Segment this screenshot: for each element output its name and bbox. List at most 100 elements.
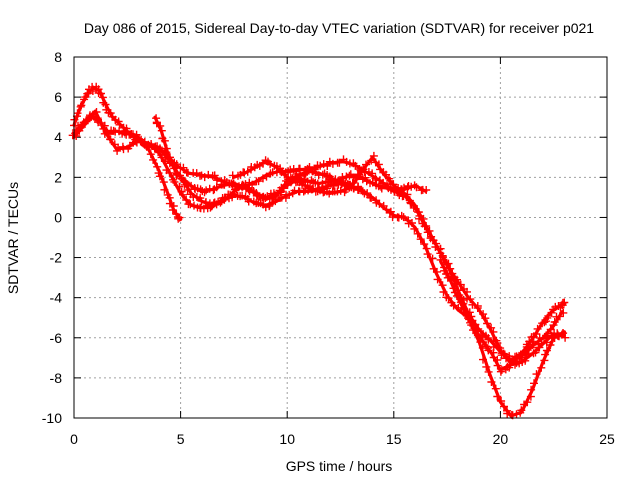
y-tick-label: 4 [54, 129, 62, 145]
chart-title: Day 086 of 2015, Sidereal Day-to-day VTE… [84, 20, 594, 36]
data-point [348, 179, 357, 188]
data-point [420, 222, 429, 231]
x-axis-label: GPS time / hours [286, 458, 393, 474]
data-point [468, 300, 477, 309]
data-point [168, 206, 177, 214]
data-point [248, 180, 257, 189]
data-point [368, 169, 377, 178]
y-tick-label: 0 [54, 209, 62, 225]
data-point [410, 181, 419, 190]
data-point [367, 193, 376, 202]
data-point [161, 149, 170, 158]
data-point [422, 244, 431, 253]
data-point [399, 213, 408, 222]
data-point [362, 160, 370, 169]
data-point [222, 178, 231, 187]
data-point [93, 114, 102, 123]
data-point [473, 330, 482, 339]
data-point [555, 312, 564, 321]
data-point [479, 310, 488, 319]
data-point [526, 392, 535, 401]
series-track-4 [71, 108, 568, 420]
data-point [473, 304, 482, 312]
data-point [419, 214, 428, 223]
data-point [422, 186, 431, 194]
data-point [487, 378, 496, 386]
data-point [265, 200, 274, 209]
data-point [530, 379, 538, 388]
data-point [172, 160, 181, 169]
data-point [436, 255, 445, 264]
data-point [379, 178, 388, 187]
data-point [499, 349, 508, 358]
data-point [254, 177, 263, 186]
data-point [444, 294, 453, 303]
data-point [100, 121, 109, 130]
data-point [155, 172, 164, 181]
data-point [533, 324, 542, 333]
data-point [464, 314, 472, 323]
series-track-2 [68, 111, 367, 210]
data-point [433, 275, 442, 284]
data-point [179, 190, 187, 199]
data-point [153, 162, 162, 171]
data-point [170, 177, 179, 186]
data-point [447, 276, 456, 285]
data-point [359, 165, 368, 174]
x-tick-label: 15 [386, 431, 402, 447]
data-point [259, 174, 267, 183]
data-point [521, 356, 530, 365]
data-point [459, 304, 468, 313]
data-point [202, 186, 211, 195]
data-point [561, 333, 570, 342]
data-point [517, 406, 526, 415]
data-point [493, 392, 502, 401]
data-point [529, 340, 538, 349]
data-point [279, 184, 288, 193]
data-point [352, 174, 361, 183]
x-tick-label: 5 [177, 431, 185, 447]
data-point [114, 143, 123, 152]
data-point [77, 101, 86, 110]
data-point [412, 183, 421, 192]
data-point [423, 250, 432, 259]
data-point [479, 355, 487, 364]
data-point [335, 158, 344, 167]
data-point [323, 162, 332, 170]
data-point [442, 270, 451, 278]
data-point [537, 339, 546, 348]
data-point [182, 196, 191, 204]
data-point [154, 148, 163, 156]
data-point [308, 185, 317, 193]
plot-frame [73, 56, 608, 419]
data-point [106, 135, 115, 144]
y-tick-label: -10 [42, 410, 62, 426]
data-point [496, 367, 505, 376]
data-point [541, 350, 550, 359]
data-point [175, 182, 184, 191]
data-point [456, 280, 465, 289]
data-point [286, 165, 295, 174]
data-point [186, 200, 195, 209]
data-point [542, 346, 551, 355]
data-point [532, 370, 541, 379]
data-point [497, 397, 506, 405]
data-point [310, 165, 319, 174]
data-point [532, 330, 541, 338]
data-point [160, 157, 169, 166]
data-point [206, 203, 215, 212]
data-point [512, 410, 521, 419]
data-point [329, 181, 338, 190]
data-point [516, 350, 525, 359]
data-point [466, 295, 475, 304]
data-point [543, 334, 551, 342]
data-point [369, 151, 378, 160]
data-point [347, 183, 356, 192]
data-point [212, 176, 221, 185]
data-point [439, 288, 448, 296]
data-point [345, 171, 354, 180]
series-track-5 [160, 148, 568, 363]
data-point [299, 187, 308, 196]
x-tick-label: 25 [599, 431, 615, 447]
data-point [183, 186, 192, 194]
